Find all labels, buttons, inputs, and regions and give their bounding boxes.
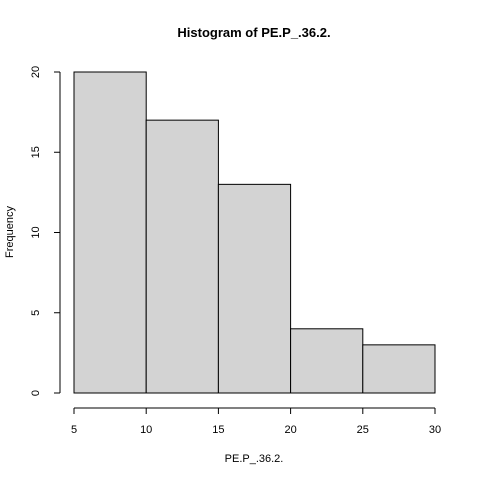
- histogram-bar-4: [290, 328, 364, 394]
- y-tick-label: 20: [30, 66, 42, 78]
- x-tick-label: 10: [140, 424, 152, 436]
- y-axis: 0 5 10 15 20: [30, 66, 61, 396]
- chart-title: Histogram of PE.P_.36.2.: [177, 25, 330, 40]
- y-axis-label: Frequency: [4, 206, 16, 258]
- x-tick-label: 15: [212, 424, 224, 436]
- x-axis: 5 10 15 20 25 30: [71, 407, 441, 436]
- histogram-bar-2: [145, 119, 219, 394]
- histogram-bar-3: [217, 183, 292, 394]
- x-tick-label: 20: [284, 424, 296, 436]
- bars-group: [73, 71, 436, 394]
- x-axis-label: PE.P_.36.2.: [225, 453, 284, 465]
- x-tick-label: 25: [357, 424, 369, 436]
- y-tick-label: 10: [30, 226, 42, 238]
- y-tick-label: 5: [30, 310, 42, 316]
- y-tick-label: 15: [30, 146, 42, 158]
- x-tick-label: 30: [429, 424, 441, 436]
- x-tick-label: 5: [71, 424, 77, 436]
- y-tick-label: 0: [30, 390, 42, 396]
- histogram-bar-1: [73, 71, 147, 394]
- histogram-bar-5: [362, 344, 436, 394]
